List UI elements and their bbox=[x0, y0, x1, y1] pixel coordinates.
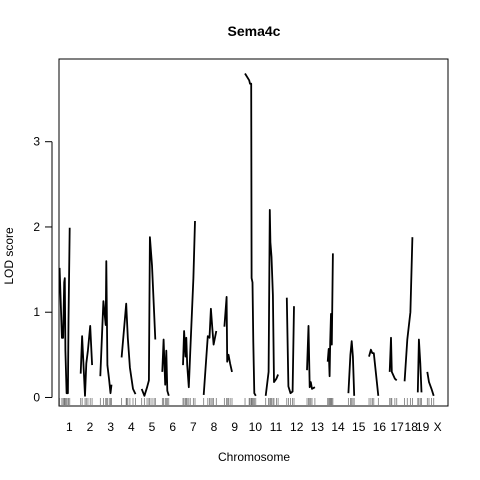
lod-series-chr-7 bbox=[182, 220, 196, 389]
lod-series-chr-13 bbox=[306, 324, 316, 390]
marker-rug bbox=[59, 398, 435, 405]
chromosome-label: 6 bbox=[169, 420, 176, 434]
plot-frame bbox=[58, 58, 449, 407]
y-axis-label: LOD score bbox=[2, 227, 16, 285]
lod-series-chr-19 bbox=[416, 338, 423, 393]
chromosome-label: 2 bbox=[87, 420, 94, 434]
lod-series-chr-4 bbox=[120, 302, 137, 395]
chromosome-label: 15 bbox=[352, 420, 366, 434]
chromosome-label: 9 bbox=[231, 420, 238, 434]
lod-series-chr-18 bbox=[403, 237, 414, 382]
y-tick-label: 2 bbox=[33, 220, 40, 234]
y-tick-label: 1 bbox=[33, 305, 40, 319]
chromosome-label: X bbox=[434, 420, 442, 434]
lod-series-chr-14 bbox=[326, 253, 334, 378]
lod-series-chr-15 bbox=[347, 340, 356, 396]
chromosome-label: 8 bbox=[211, 420, 218, 434]
lod-series-chr-10 bbox=[244, 73, 257, 397]
lod-series-chr-X bbox=[426, 371, 435, 397]
x-axis-label: Chromosome bbox=[218, 450, 290, 464]
y-tick-label: 0 bbox=[33, 390, 40, 404]
chromosome-label: 16 bbox=[373, 420, 387, 434]
chromosome-label: 12 bbox=[290, 420, 304, 434]
chart-title: Sema4c bbox=[228, 23, 281, 39]
chromosome-label: 5 bbox=[149, 420, 156, 434]
lod-series-chr-2 bbox=[79, 324, 93, 397]
lod-series-chr-5 bbox=[140, 236, 157, 397]
lod-series-chr-3 bbox=[99, 260, 113, 395]
lod-series-chr-17 bbox=[388, 336, 398, 382]
chromosome-label: 19 bbox=[416, 420, 430, 434]
lod-series-chr-12 bbox=[285, 297, 295, 395]
lod-series-chr-1 bbox=[58, 227, 71, 395]
chromosome-label: 3 bbox=[107, 420, 114, 434]
chromosome-label: 1 bbox=[66, 420, 73, 434]
lod-series-chr-11 bbox=[264, 208, 279, 396]
chromosome-label: 13 bbox=[311, 420, 325, 434]
chromosome-label: 10 bbox=[249, 420, 263, 434]
chromosome-label: 7 bbox=[190, 420, 197, 434]
chromosome-label: 11 bbox=[270, 420, 283, 434]
lod-series-chr-8 bbox=[202, 307, 218, 395]
chromosome-label: 4 bbox=[128, 420, 135, 434]
lod-lines bbox=[58, 73, 435, 397]
lod-series-chr-9 bbox=[223, 295, 233, 373]
y-tick-label: 3 bbox=[33, 135, 40, 149]
chromosome-label: 14 bbox=[331, 420, 345, 434]
chromosome-label: 17 bbox=[390, 420, 404, 434]
chromosome-label: 18 bbox=[405, 420, 419, 434]
lod-series-chr-6 bbox=[161, 338, 170, 397]
y-axis: 0 1 2 3 bbox=[33, 135, 53, 404]
lod-series-chr-16 bbox=[368, 348, 380, 396]
